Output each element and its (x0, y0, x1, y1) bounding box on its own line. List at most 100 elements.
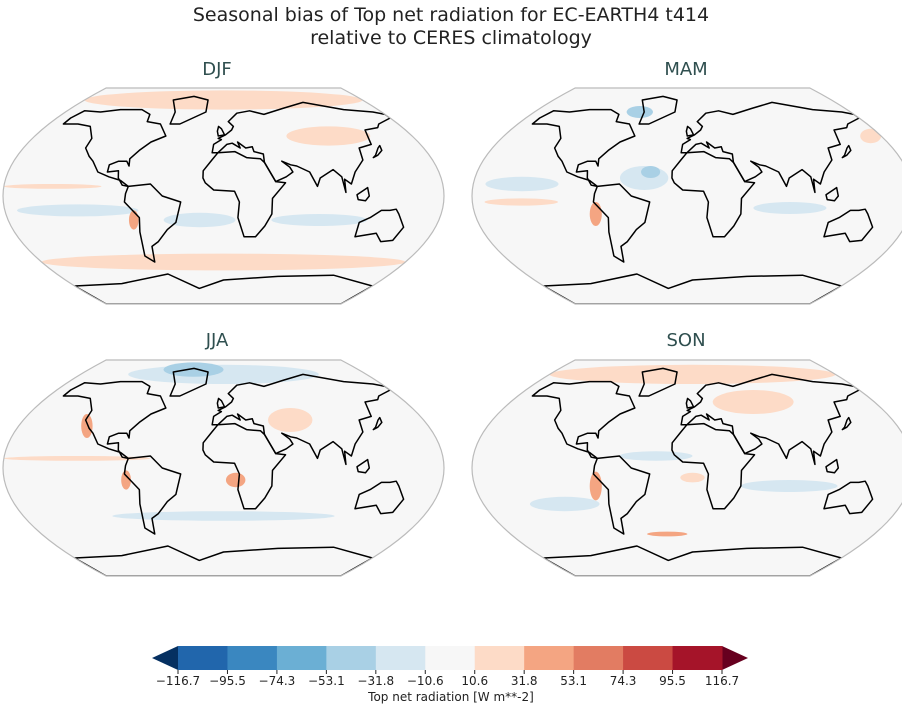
bias-region (41, 253, 406, 271)
colorbar-segment (178, 646, 228, 670)
coastline-bo (825, 186, 840, 202)
coastline-jp (841, 416, 852, 431)
map-border (471, 359, 902, 577)
colorbar-tick-label: 10.6 (461, 674, 489, 688)
map-border (2, 359, 445, 577)
bias-region (84, 90, 363, 110)
colorbar-tick-label: −74.3 (258, 674, 296, 688)
bias-region (3, 456, 151, 461)
coastline-jp (841, 144, 852, 159)
map-background (3, 88, 444, 304)
map-background (472, 88, 902, 304)
colorbar-tick-label: 31.8 (510, 674, 538, 688)
colorbar (152, 646, 748, 674)
coastline-au (823, 480, 874, 515)
coastline-bo (825, 458, 840, 474)
colorbar-segment (672, 646, 723, 670)
bias-region (485, 176, 559, 192)
coastline-na (62, 108, 167, 188)
coastline-uk (216, 125, 226, 137)
colorbar-segment (573, 646, 624, 670)
colorbar-tick-label: −10.6 (406, 674, 444, 688)
bias-region (647, 531, 688, 537)
colorbar-tick-label: −53.1 (307, 674, 345, 688)
colorbar-tick-label: 95.5 (659, 674, 686, 688)
bias-region (860, 128, 882, 144)
panel-title-djf: DJF (202, 59, 232, 80)
coastline-af (671, 422, 756, 510)
map-background (472, 360, 902, 576)
coastline-uk (685, 125, 695, 137)
colorbar-tick-label: 53.1 (560, 674, 587, 688)
bias-region (549, 364, 836, 384)
coastline-au (823, 208, 874, 243)
map-border (2, 87, 445, 305)
colorbar-tick-label: −116.7 (155, 674, 201, 688)
colorbar-segment (524, 646, 575, 670)
coastline-na (531, 108, 636, 188)
bias-region (680, 472, 705, 483)
colorbar-extend-low (152, 646, 178, 670)
bias-region (112, 511, 335, 521)
coastline-an (542, 273, 843, 304)
coastline-na (531, 380, 636, 460)
coastline-af (202, 422, 287, 510)
coastline-an (542, 545, 843, 576)
bias-region (271, 214, 368, 226)
bias-region (712, 390, 794, 414)
colorbar-segment (375, 646, 426, 670)
colorbar-tick-label: −31.8 (357, 674, 395, 688)
bias-region (589, 202, 602, 226)
coastline-eu (211, 373, 391, 466)
colorbar-segment (276, 646, 327, 670)
bias-region (163, 362, 224, 377)
bias-region (163, 212, 236, 228)
coastline-gl (638, 95, 678, 125)
bias-region (529, 496, 600, 512)
coastline-bo (356, 186, 371, 202)
coastline-au (354, 208, 405, 243)
colorbar-segment (474, 646, 525, 670)
bias-region (619, 451, 693, 461)
coastline-gl (169, 367, 209, 397)
coastline-af (202, 150, 287, 238)
colorbar-label: Top net radiation [W m**-2] (368, 690, 534, 704)
coastline-sa (123, 183, 182, 263)
colorbar-tick-label: −95.5 (209, 674, 246, 688)
map-panel-mam (471, 87, 902, 305)
coastline-gl (169, 95, 209, 125)
bias-region (753, 202, 827, 214)
bias-region (740, 480, 838, 492)
coastline-gl (638, 367, 678, 397)
bias-region (484, 198, 558, 206)
coastline-af (671, 150, 756, 238)
bias-region (121, 470, 131, 490)
panel-title-jja: JJA (205, 330, 229, 351)
coastline-eu (680, 373, 860, 466)
colorbar-segment (623, 646, 674, 670)
coastline-jp (372, 416, 383, 431)
coastline-bo (356, 458, 371, 474)
map-background (3, 360, 444, 576)
bias-region (626, 106, 653, 118)
panel-title-son: SON (666, 330, 706, 351)
coastline-jp (372, 144, 383, 159)
bias-region (81, 414, 93, 438)
colorbar-extend-high (722, 646, 748, 670)
coastline-na (62, 380, 167, 460)
map-panel-son (471, 359, 902, 577)
colorbar-segment (326, 646, 377, 670)
coastline-uk (685, 397, 695, 409)
bias-region (267, 408, 313, 432)
bias-region (128, 364, 319, 384)
coastline-an (73, 545, 374, 576)
coastline-an (73, 273, 374, 304)
colorbar-tick-label: 116.7 (704, 674, 740, 688)
coastline-au (354, 480, 405, 515)
colorbar-segment (425, 646, 476, 670)
colorbar-segment (227, 646, 278, 670)
coastline-eu (211, 101, 391, 194)
bias-region (3, 184, 102, 189)
coastline-sa (592, 183, 651, 263)
coastline-eu (680, 101, 860, 194)
